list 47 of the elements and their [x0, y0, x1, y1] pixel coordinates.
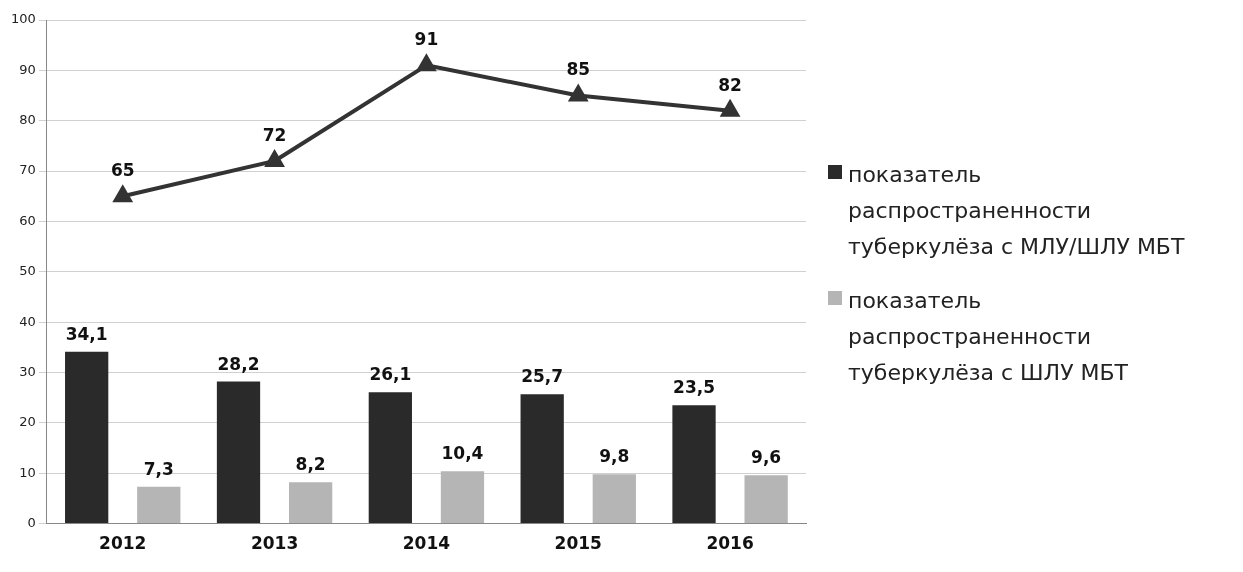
y-tick-label: 90 [19, 61, 36, 77]
point [417, 55, 436, 72]
x-tick-label: 2013 [250, 533, 299, 554]
x-tick-label: 2012 [99, 533, 147, 554]
data-label: 23,5 [673, 377, 715, 398]
y-tick-label: 70 [19, 162, 36, 178]
data-label: 10,4 [441, 443, 484, 464]
point [265, 151, 284, 168]
x-tick-label: 2014 [402, 533, 451, 554]
data-label: 8,2 [295, 454, 326, 475]
data-label: 65 [110, 160, 135, 181]
legend-label: показатель распространенности туберкулёза с МЛУ/ШЛУ МБТ [848, 161, 1186, 261]
bar [520, 394, 564, 524]
y-tick-label: 80 [19, 112, 36, 128]
y-tick-label: 10 [19, 464, 36, 480]
data-label: 34,1 [65, 323, 108, 344]
y-tick-label: 100 [10, 11, 36, 27]
data-label: 26,1 [369, 364, 412, 385]
y-tick-label: 50 [19, 263, 36, 279]
bar [672, 405, 716, 524]
data-label: 72 [262, 124, 287, 145]
bar [65, 351, 109, 524]
bar [137, 486, 181, 524]
data-label: 9,6 [751, 447, 782, 468]
y-tick-label: 0 [27, 514, 36, 530]
point [113, 186, 132, 203]
data-label: 82 [718, 74, 742, 95]
bar [592, 474, 636, 524]
bar [744, 475, 788, 524]
data-label: 91 [414, 29, 439, 50]
y-tick-label: 30 [19, 363, 36, 379]
legend-label: показатель распространенности туберкулёза с ШЛУ МБТ [848, 287, 1130, 387]
data-label: 9,8 [599, 446, 630, 467]
y-tick-label: 60 [19, 212, 36, 228]
data-label: 25,7 [521, 366, 564, 387]
bar [216, 381, 261, 524]
x-tick-label: 2015 [554, 533, 602, 554]
x-tick-label: 2016 [706, 533, 754, 554]
point [568, 83, 589, 102]
y-tick-label: 20 [19, 414, 36, 430]
bar [368, 392, 412, 524]
data-label: 28,2 [217, 353, 260, 374]
bar [440, 471, 485, 524]
data-label: 85 [566, 59, 591, 80]
data-label: 7,3 [143, 458, 174, 479]
bar [288, 482, 333, 524]
y-tick-label: 40 [19, 313, 36, 329]
